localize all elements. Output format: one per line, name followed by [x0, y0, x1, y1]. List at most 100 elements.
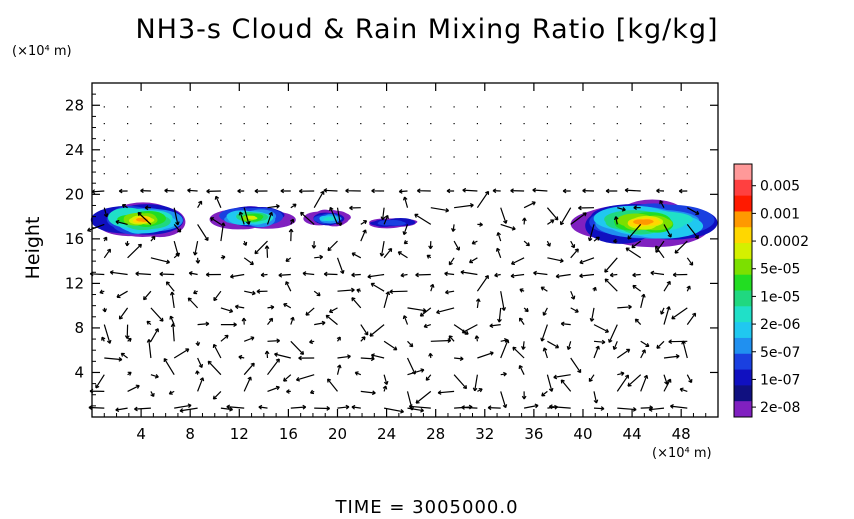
wind-arrow [476, 274, 489, 292]
wind-arrow [547, 257, 564, 263]
y-tick-label: 24 [65, 141, 84, 159]
wind-arrow [243, 257, 254, 266]
wind-arrow [640, 349, 646, 359]
wind-arrow [616, 348, 631, 359]
wind-arrow [471, 240, 478, 245]
wind-arrow [168, 390, 175, 395]
wind-arrow [379, 240, 385, 257]
wind-arrow [260, 272, 268, 278]
wind-arrow [477, 222, 483, 227]
wind-arrow [521, 341, 526, 350]
wind-arrow [631, 240, 642, 249]
wind-arrow [617, 371, 625, 377]
wind-arrow [681, 340, 688, 359]
y-tick-label: 16 [65, 230, 84, 248]
wind-arrow [648, 407, 665, 412]
wind-arrow [533, 270, 548, 276]
wind-arrow [242, 240, 248, 246]
wind-arrow [197, 321, 210, 327]
plot-frame [91, 82, 719, 418]
wind-arrow [444, 271, 455, 277]
wind-arrow [510, 273, 525, 279]
wind-arrow [150, 307, 164, 322]
wind-arrow [314, 254, 324, 260]
wind-arrow [570, 357, 582, 374]
wind-arrow [454, 356, 464, 362]
wind-arrow [453, 374, 468, 390]
wind-arrow [103, 248, 111, 259]
colorbar-label: 0.005 [760, 179, 800, 195]
wind-arrow [671, 307, 688, 320]
wind-arrow [451, 224, 456, 232]
wind-arrow [500, 291, 507, 311]
wind-arrow [115, 407, 128, 413]
wind-arrow [523, 307, 529, 313]
wind-arrow [532, 187, 548, 193]
wind-arrow [430, 338, 452, 343]
wind-arrow [624, 187, 641, 193]
wind-arrow [150, 374, 159, 379]
wind-arrow [370, 353, 385, 359]
wind-arrow [360, 356, 375, 362]
wind-arrow [579, 273, 595, 279]
y-tick-label: 8 [74, 319, 84, 337]
wind-arrow [354, 371, 362, 376]
wind-arrow [127, 384, 140, 392]
wind-arrow [220, 334, 229, 342]
x-tick-label: 40 [573, 425, 592, 443]
wind-arrow [150, 257, 171, 265]
colorbar-swatch [734, 274, 752, 291]
wind-arrow [663, 306, 671, 325]
wind-arrow [283, 303, 292, 309]
wind-arrow [547, 219, 555, 225]
colorbar-label: 2e-08 [760, 400, 800, 416]
y-tick-label: 20 [65, 185, 84, 203]
wind-arrow [663, 374, 669, 385]
wind-arrow [659, 200, 665, 208]
colorbar-label: 0.0002 [760, 234, 809, 250]
wind-arrow [351, 272, 361, 278]
wind-arrow [360, 336, 366, 342]
wind-arrow [146, 339, 152, 359]
wind-arrow [546, 374, 554, 392]
wind-arrow [313, 190, 325, 208]
wind-arrow [500, 391, 508, 409]
wind-arrow [633, 205, 641, 211]
wind-arrow [613, 216, 619, 225]
wind-arrow [579, 257, 595, 265]
wind-arrow [243, 207, 251, 225]
wind-arrow [367, 273, 385, 279]
wind-arrow [266, 211, 274, 225]
wind-arrow [351, 252, 362, 259]
wind-arrow [124, 324, 130, 339]
wind-arrow [475, 298, 481, 308]
wind-arrow [510, 257, 525, 265]
colorbar-swatch [734, 258, 752, 276]
wind-arrow [448, 257, 455, 266]
wind-arrow [267, 317, 274, 325]
wind-arrow [127, 337, 132, 343]
wind-arrow [656, 188, 665, 194]
wind-arrow [197, 224, 209, 242]
wind-arrow [640, 340, 650, 347]
wind-arrow [369, 324, 385, 337]
wind-arrow [496, 232, 502, 242]
cloud-blob [639, 220, 651, 225]
wind-arrow [212, 390, 222, 400]
wind-arrow [495, 247, 502, 259]
wind-arrow [625, 247, 642, 259]
wind-arrow [264, 245, 270, 258]
wind-arrow [448, 335, 455, 342]
wind-arrow [351, 297, 362, 309]
wind-arrow [415, 390, 432, 404]
wind-arrow [477, 388, 483, 393]
x-tick-label: 48 [672, 425, 691, 443]
wind-arrow [468, 257, 478, 264]
wind-arrow [274, 352, 291, 359]
colorbar-swatch [734, 401, 752, 418]
x-tick-label: 44 [623, 425, 642, 443]
x-tick-label: 32 [475, 425, 494, 443]
wind-arrow [337, 287, 355, 293]
wind-arrow [437, 390, 455, 395]
wind-arrow [383, 407, 405, 414]
